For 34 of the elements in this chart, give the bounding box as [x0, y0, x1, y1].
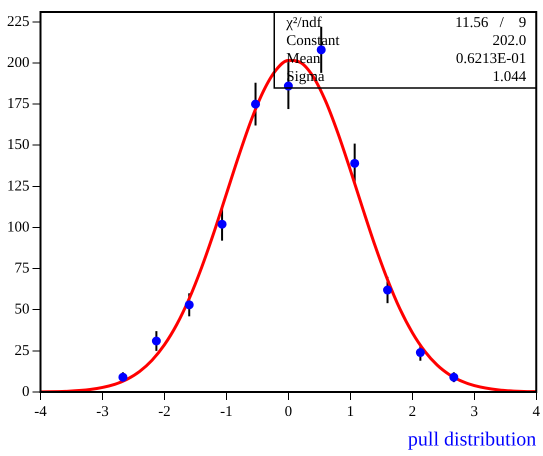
- y-tick-label: 0: [22, 384, 30, 400]
- point: [416, 348, 425, 358]
- y-tick-label: 175: [7, 96, 30, 112]
- x-tick-label: -1: [220, 404, 233, 420]
- y-tick-label: 200: [7, 54, 30, 71]
- x-tick-label: -2: [158, 404, 171, 420]
- annotation: 11.56 / 9: [455, 14, 526, 31]
- point: [383, 286, 392, 295]
- x-tick-label: 3: [470, 404, 478, 420]
- y-tick-label: 75: [14, 260, 30, 277]
- point: [449, 372, 458, 382]
- x-tick-label: 0: [284, 404, 292, 420]
- x-tick-label: 1: [346, 404, 354, 420]
- x-tick-label: -3: [96, 404, 109, 420]
- y-tick-label: 50: [14, 302, 30, 318]
- point: [251, 100, 260, 109]
- point: [118, 372, 128, 382]
- y-tick-label: 100: [7, 219, 30, 236]
- point: [152, 336, 161, 346]
- x-tick-label: 2: [408, 404, 416, 420]
- x-tick-label: 4: [532, 404, 540, 420]
- annotation: 202.0: [492, 32, 526, 49]
- x-axis-title: pull distribution: [408, 428, 536, 450]
- y-tick-label: 125: [7, 178, 30, 194]
- y-tick-label: 150: [7, 137, 30, 154]
- point: [184, 300, 194, 310]
- y-tick-label: 225: [7, 14, 30, 30]
- x-tick-label: -4: [34, 404, 48, 420]
- y-tick-label: 25: [14, 342, 30, 359]
- annotation: χ²/ndf: [285, 14, 322, 31]
- point: [350, 158, 360, 168]
- point: [218, 220, 227, 229]
- annotation: 0.6213E-01: [456, 50, 526, 67]
- annotation: 1.044: [492, 68, 527, 85]
